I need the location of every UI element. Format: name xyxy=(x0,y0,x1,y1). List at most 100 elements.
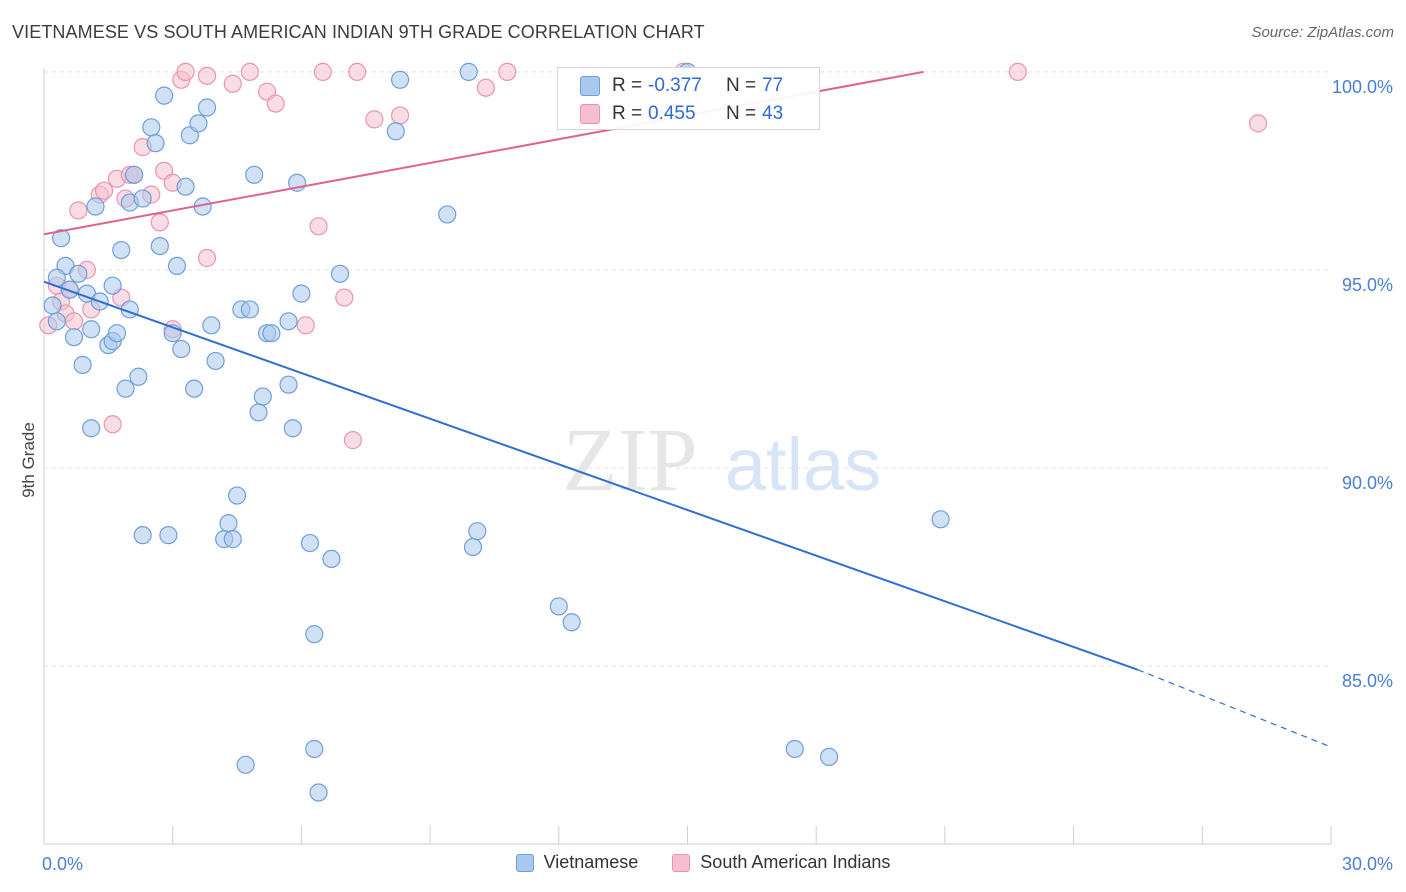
r-value: -0.377 xyxy=(648,75,702,96)
stats-row-south-american-indians: R = 0.455 N = 43 xyxy=(580,100,783,128)
vietnamese-point xyxy=(155,86,174,105)
south-american-indian-point xyxy=(64,312,84,331)
r-value: 0.455 xyxy=(648,103,696,124)
legend-item-south-american-indians: South American Indians xyxy=(672,852,890,873)
vietnamese-point xyxy=(386,122,405,141)
vietnamese-point xyxy=(133,526,152,545)
legend-item-vietnamese: Vietnamese xyxy=(515,852,639,873)
south-american-indian-point xyxy=(240,62,260,81)
south-american-indian-point xyxy=(309,217,328,236)
vietnamese-point xyxy=(249,403,268,422)
vietnamese-point xyxy=(142,118,161,137)
south-american-indian-point xyxy=(266,94,285,113)
vietnamese-point xyxy=(223,530,242,549)
south-american-indian-point xyxy=(223,74,242,93)
vietnamese-point xyxy=(459,62,478,81)
vietnamese-point xyxy=(82,419,101,438)
legend-label-south-american-indians: South American Indians xyxy=(700,852,891,872)
stats-legend: R = -0.377 N = 77 R = 0.455 N = 43 xyxy=(557,67,820,130)
vietnamese-point xyxy=(562,613,581,632)
vietnamese-point xyxy=(292,284,311,303)
n-label: N = xyxy=(726,75,757,96)
vietnamese-point xyxy=(47,312,66,331)
vietnamese-point xyxy=(159,526,178,545)
south-american-indian-point xyxy=(1008,62,1027,81)
vietnamese-point xyxy=(236,755,255,774)
south-american-indian-point xyxy=(476,78,495,97)
south-american-indian-point xyxy=(348,62,367,81)
vietnamese-point xyxy=(219,514,238,533)
stats-row-vietnamese: R = -0.377 N = 77 xyxy=(580,72,783,100)
vietnamese-point xyxy=(43,296,62,315)
vietnamese-point xyxy=(819,747,839,766)
south-american-indian-point xyxy=(94,181,114,200)
watermark-zip: ZIP xyxy=(563,411,698,510)
vietnamese-point xyxy=(202,316,221,335)
n-value: 43 xyxy=(762,103,784,124)
south-american-indian-point xyxy=(150,213,169,232)
trend-lines xyxy=(43,70,1332,748)
vietnamese-point xyxy=(124,165,144,184)
vietnamese-point xyxy=(279,375,298,394)
vietnamese-point xyxy=(52,229,71,248)
vietnamese-point xyxy=(197,98,217,117)
vietnamese-legend-swatch xyxy=(515,853,534,872)
vietnamese-point xyxy=(73,355,92,374)
vietnamese-trend-line xyxy=(43,280,1139,671)
vietnamese-trend-extension xyxy=(1137,669,1332,748)
vietnamese-point xyxy=(438,205,457,224)
vietnamese-point xyxy=(185,379,204,398)
n-label: N = xyxy=(726,103,757,124)
vietnamese-point xyxy=(64,328,84,347)
vietnamese-point xyxy=(129,367,148,386)
vietnamese-point xyxy=(549,597,568,616)
x-tick-label: 0.0% xyxy=(42,854,83,874)
vietnamese-point xyxy=(206,351,225,371)
south-american-indians-legend-swatch xyxy=(672,853,691,872)
watermark-atlas: atlas xyxy=(725,423,881,506)
y-tick-label: 100.0% xyxy=(1332,77,1393,97)
vietnamese-point xyxy=(133,189,152,208)
vietnamese-point xyxy=(322,549,341,569)
tick-labels: 85.0% 90.0% 95.0% 100.0% 0.0% 30.0% xyxy=(42,77,1393,874)
south-american-indian-point xyxy=(197,66,217,85)
legend-label-vietnamese: Vietnamese xyxy=(543,852,639,872)
vietnamese-point xyxy=(931,510,950,529)
vietnamese-point xyxy=(227,486,247,505)
south-american-indian-point xyxy=(296,316,315,335)
y-tick-label: 85.0% xyxy=(1342,671,1393,691)
vietnamese-point xyxy=(103,276,122,295)
vietnamese-point xyxy=(150,237,169,256)
south-american-indian-point xyxy=(176,62,195,81)
vietnamese-point xyxy=(785,739,804,759)
vietnamese-point xyxy=(176,177,195,196)
vietnamese-point xyxy=(82,320,101,339)
south-american-indian-point xyxy=(390,106,410,125)
n-value: 77 xyxy=(762,75,784,96)
r-label: R = xyxy=(612,75,643,96)
r-label: R = xyxy=(612,103,643,124)
grid xyxy=(44,71,1331,667)
vietnamese-point xyxy=(112,240,131,260)
south-american-indian-point xyxy=(103,415,122,434)
x-tick-label: 30.0% xyxy=(1342,854,1393,874)
south-american-indian-point xyxy=(365,110,384,129)
vietnamese-point xyxy=(330,264,350,283)
vietnamese-point xyxy=(390,70,410,89)
y-tick-label: 90.0% xyxy=(1342,473,1393,493)
south-american-indian-point xyxy=(69,201,88,220)
south-american-indian-point xyxy=(1248,114,1268,133)
vietnamese-point xyxy=(300,533,320,553)
south-american-indian-point xyxy=(498,62,517,81)
y-axis-label: 9th Grade xyxy=(19,422,38,498)
south-american-indian-point xyxy=(343,431,362,450)
vietnamese-point xyxy=(262,324,281,343)
y-tick-label: 95.0% xyxy=(1342,275,1393,295)
south-american-indians-swatch xyxy=(580,104,600,124)
vietnamese-point xyxy=(240,300,260,319)
vietnamese-point xyxy=(86,197,105,216)
vietnamese-point xyxy=(146,134,165,153)
vietnamese-point xyxy=(107,324,127,343)
vietnamese-point xyxy=(60,280,79,299)
